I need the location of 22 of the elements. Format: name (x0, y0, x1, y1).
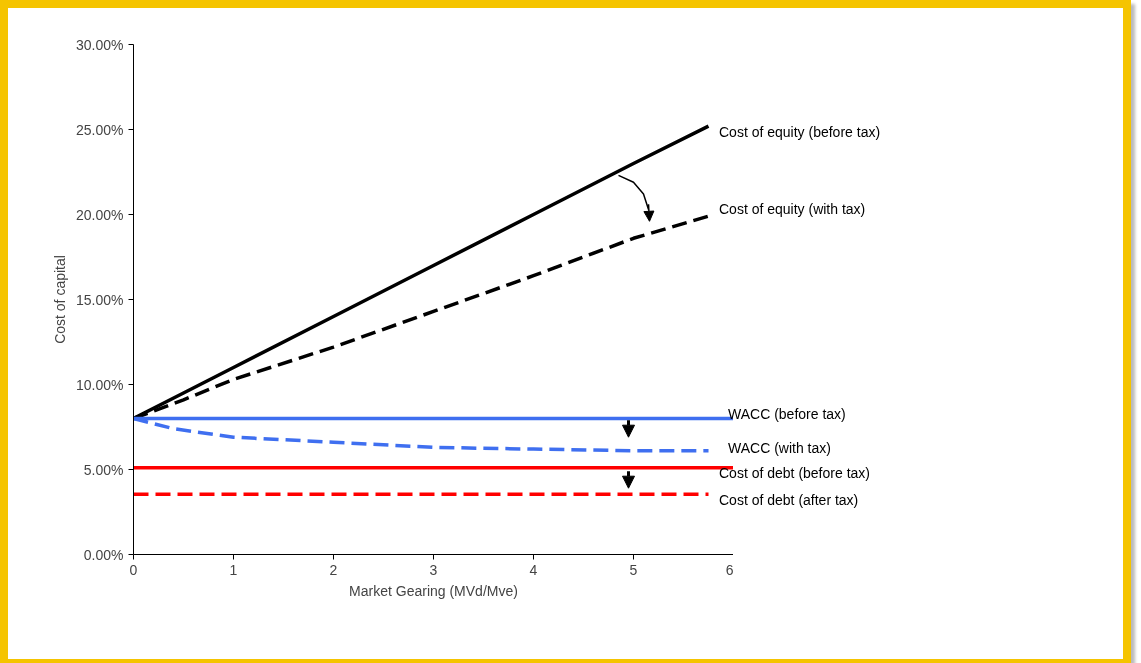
x-tick-label: 1 (229, 561, 238, 578)
annotation: WACC (before tax) (728, 405, 846, 424)
annotation: Cost of equity (with tax) (719, 199, 866, 219)
y-tick-label: 20.00% (76, 206, 124, 223)
x-tick-label: 6 (725, 561, 734, 578)
y-tick-label: 10.00% (76, 376, 124, 393)
x-tick-label: 5 (629, 561, 638, 578)
y-tick-label: 30.00% (76, 36, 124, 53)
y-tick-label: 0.00% (83, 546, 124, 563)
x-tick-label: 3 (429, 561, 438, 578)
annotation: Cost of equity (before tax) (719, 122, 881, 142)
annotation: WACC (with tax) (728, 439, 831, 459)
x-tick-label: 0 (129, 561, 138, 578)
y-tick-label: 25.00% (76, 121, 124, 138)
y-tick-label: 15.00% (76, 291, 124, 308)
annotation: Cost of debt (before tax) (719, 464, 870, 484)
y-tick-label: 5.00% (83, 461, 124, 478)
x-axis-title: Market Gearing (MVd/Mve) (349, 582, 518, 599)
x-tick-label: 2 (329, 561, 338, 578)
x-tick-label: 4 (529, 561, 538, 578)
y-axis-title: Cost of capital (52, 255, 69, 344)
annotation: Cost of debt (after tax) (719, 490, 859, 510)
